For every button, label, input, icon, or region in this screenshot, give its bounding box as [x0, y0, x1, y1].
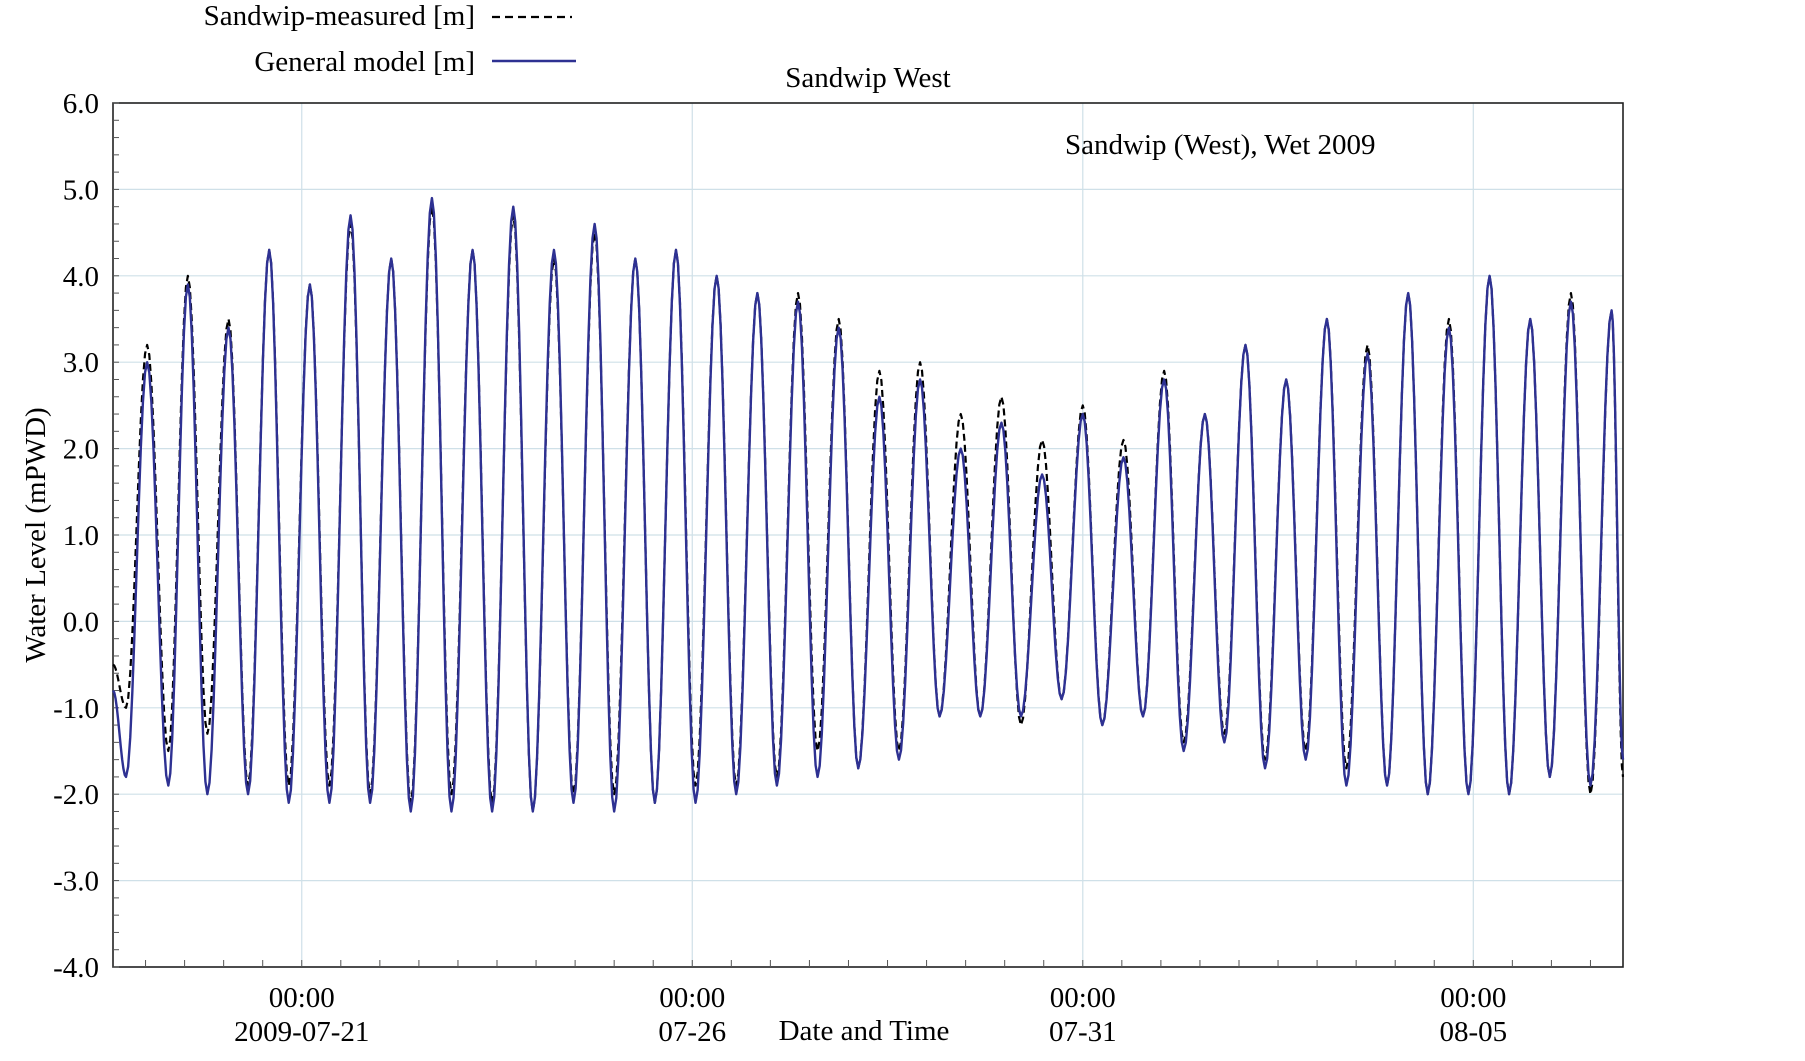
y-tick-label: -1.0 [53, 693, 99, 725]
x-tick-date: 2009-07-21 [234, 1016, 369, 1048]
y-tick-label: -2.0 [53, 779, 99, 811]
x-axis-label: Date and Time [779, 1015, 950, 1047]
y-tick-label: 0.0 [63, 606, 99, 638]
x-tick-date: 07-26 [658, 1016, 726, 1048]
y-tick-label: 2.0 [63, 434, 99, 466]
minor-ticks [113, 102, 1591, 968]
legend: Sandwip-measured [m] General model [m] [204, 0, 576, 78]
y-tick-label: -4.0 [53, 952, 99, 984]
legend-label-model: General model [m] [254, 46, 475, 78]
x-tick-labels: 00:002009-07-2100:0007-2600:0007-3100:00… [234, 982, 1507, 1048]
y-tick-label: 5.0 [63, 174, 99, 206]
legend-label-measured: Sandwip-measured [m] [204, 0, 475, 32]
y-tick-label: 1.0 [63, 520, 99, 552]
y-axis-label: Water Level (mPWD) [20, 407, 52, 662]
x-tick-date: 08-05 [1439, 1016, 1507, 1048]
x-tick-time: 00:00 [1050, 982, 1116, 1014]
x-tick-time: 00:00 [269, 982, 335, 1014]
chart-title: Sandwip West [785, 62, 951, 94]
chart-annotation: Sandwip (West), Wet 2009 [1065, 129, 1376, 161]
y-tick-label: -3.0 [53, 866, 99, 898]
x-tick-time: 00:00 [1440, 982, 1506, 1014]
y-tick-label: 6.0 [63, 88, 99, 120]
y-tick-label: 3.0 [63, 347, 99, 379]
series-line-model [111, 196, 1625, 813]
x-tick-date: 07-31 [1049, 1016, 1117, 1048]
y-tick-labels: 6.0 5.0 4.0 3.0 2.0 1.0 0.0 -1.0 -2.0 -3.0 -4.0 [53, 88, 99, 984]
x-tick-time: 00:00 [659, 982, 725, 1014]
series-layer [111, 196, 1625, 813]
y-tick-label: 4.0 [63, 261, 99, 293]
